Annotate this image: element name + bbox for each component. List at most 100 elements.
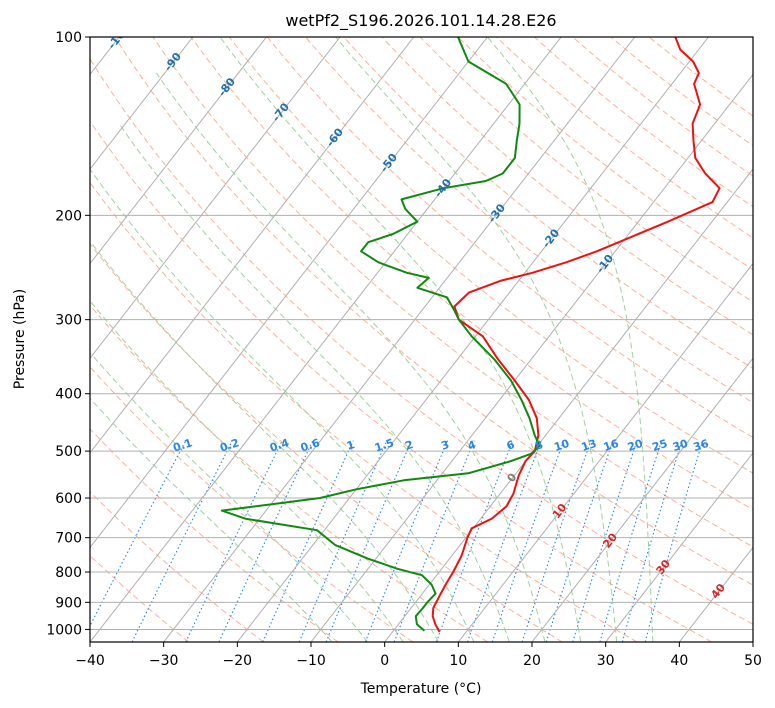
isotherm-line — [384, 168, 753, 642]
y-tick-label: 600 — [55, 491, 82, 507]
mixing-ratio-line — [491, 440, 565, 642]
temperature-profile-line — [431, 37, 721, 633]
moist-adiabat — [118, 123, 510, 642]
isotherm-label: 40 — [708, 581, 728, 601]
mixing-ratio-label: 10 — [552, 437, 571, 454]
isotherm-line — [236, 37, 709, 642]
mixing-ratio-line — [185, 440, 283, 642]
isotherm-line — [310, 73, 753, 642]
moist-adiabat — [219, 37, 582, 642]
moist-adiabat — [90, 240, 439, 642]
background-lines — [90, 37, 753, 642]
mixing-ratio-label: 2 — [403, 438, 414, 453]
dry-adiabat — [90, 120, 712, 642]
dry-adiabat — [90, 428, 339, 642]
dry-adiabat — [534, 37, 753, 208]
isotherm-label: -20 — [540, 226, 563, 250]
dewpoint-profile-line — [220, 37, 541, 632]
mixing-ratio-label: 25 — [651, 437, 670, 454]
x-tick-label: 0 — [380, 653, 389, 669]
isotherm-label: 30 — [653, 557, 673, 577]
mixing-ratio-line — [262, 440, 354, 642]
x-tick-label: −40 — [75, 653, 105, 669]
isotherm-line — [752, 641, 753, 642]
dry-adiabat — [457, 37, 753, 271]
isotherm-line — [163, 37, 636, 642]
isotherm-label: 10 — [550, 501, 570, 521]
isotherm-label: -50 — [378, 151, 401, 175]
mixing-ratio-label: 8 — [533, 438, 544, 453]
x-tick-label: −10 — [296, 653, 326, 669]
mixing-ratio-line — [599, 440, 663, 642]
mixing-ratio-line — [325, 440, 413, 642]
profile-lines — [220, 37, 721, 633]
moist-adiabat — [335, 37, 618, 642]
x-axis-label: Temperature (°C) — [360, 681, 482, 697]
isotherm-label: -90 — [162, 50, 185, 74]
dry-adiabat — [114, 37, 753, 586]
x-tick-label: 50 — [744, 653, 762, 669]
axes: −40 −30 −20 −10 0 10 20 30 40 5010020030040050060… — [46, 30, 762, 669]
dry-adiabat — [496, 37, 753, 239]
isotherm-line — [90, 37, 267, 265]
dry-adiabat — [343, 37, 753, 370]
isotherm-line — [90, 37, 562, 642]
isotherm-label: -70 — [270, 100, 293, 124]
dry-adiabat — [90, 243, 563, 642]
dry-adiabat — [190, 37, 753, 511]
x-tick-label: −30 — [149, 653, 179, 669]
dry-adiabat — [90, 58, 753, 625]
mixing-ratio-label: 3 — [440, 438, 451, 453]
plot-frame — [89, 36, 754, 643]
dry-adiabat — [90, 304, 488, 642]
mixing-ratio-label: 1 — [345, 438, 356, 453]
isotherm-label: -80 — [216, 75, 239, 99]
isotherm-line — [90, 37, 488, 549]
y-tick-label: 900 — [55, 595, 82, 611]
dry-adiabat — [267, 37, 753, 439]
mixing-ratio-line — [466, 440, 542, 642]
chart-title: wetPf2_S196.2026.101.14.28.E26 — [285, 11, 556, 31]
mixing-ratio-line — [644, 440, 704, 642]
y-tick-label: 1000 — [46, 622, 82, 638]
moist-adiabat — [90, 397, 333, 642]
mixing-ratio-label: 0.6 — [299, 436, 322, 454]
mixing-ratio-label: 4 — [466, 438, 478, 453]
mixing-ratio-line — [621, 440, 683, 642]
mixing-ratio-label: 1.5 — [373, 436, 396, 454]
y-tick-label: 400 — [55, 387, 82, 403]
isotherm-line — [90, 37, 415, 454]
isotherm-label: -10 — [594, 252, 617, 276]
y-tick-label: 300 — [55, 313, 82, 329]
dry-adiabat — [90, 181, 638, 642]
mixing-ratio-label: 0.2 — [218, 436, 241, 454]
isotherm-line — [90, 37, 194, 170]
isotherm-label: 20 — [600, 530, 620, 550]
y-tick-label: 500 — [55, 444, 82, 460]
y-axis-label: Pressure (hPa) — [12, 289, 28, 389]
mixing-ratio-label: 36 — [692, 437, 711, 454]
moist-adiabat — [487, 37, 654, 642]
isotherm-line — [90, 37, 341, 360]
mixing-ratio-line — [131, 440, 233, 642]
moist-adiabat — [155, 72, 546, 642]
isotherm-line — [531, 357, 753, 642]
y-tick-label: 700 — [55, 531, 82, 547]
isotherm-label: -40 — [432, 176, 455, 200]
isoline-labels: -100-90-80-70-60-50-40-30-20-10010203040… — [105, 37, 728, 601]
mixing-ratio-line — [521, 440, 592, 642]
y-tick-label: 100 — [55, 30, 82, 46]
mixing-ratio-line — [364, 440, 449, 642]
y-tick-label: 200 — [55, 208, 82, 224]
dry-adiabat — [305, 37, 753, 404]
x-tick-label: 40 — [670, 653, 688, 669]
dry-adiabat — [90, 491, 264, 642]
isotherm-label: -60 — [324, 125, 347, 149]
mixing-ratio-line — [572, 440, 638, 642]
x-tick-label: 10 — [449, 653, 467, 669]
mixing-ratio-label: 20 — [626, 437, 645, 454]
mixing-ratio-label: 0.4 — [268, 436, 291, 454]
x-tick-label: 30 — [597, 653, 615, 669]
moist-adiabat — [90, 351, 369, 642]
